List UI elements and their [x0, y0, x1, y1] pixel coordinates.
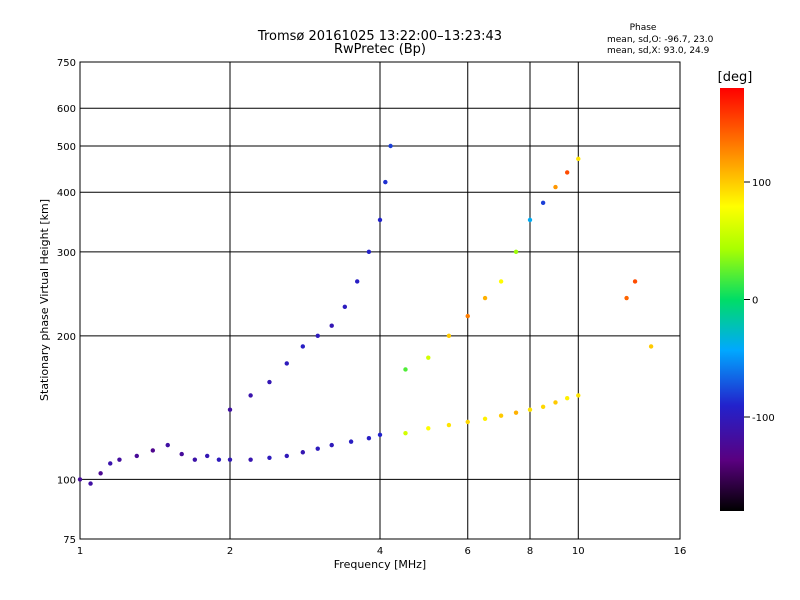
x-tick-label: 10	[572, 546, 585, 557]
data-point	[329, 442, 334, 448]
y-tick-label: 200	[57, 332, 76, 343]
x-tick-label: 16	[674, 546, 687, 557]
y-tick-label: 100	[57, 475, 76, 486]
data-point	[377, 432, 383, 438]
data-point	[88, 481, 93, 486]
data-point	[300, 450, 306, 455]
data-point	[527, 407, 533, 412]
data-point	[134, 453, 139, 459]
data-point	[300, 344, 306, 349]
y-axis-ticks: 75 100 200 300 400 500 600 750	[57, 58, 76, 546]
x-tick-label: 4	[377, 546, 383, 557]
y-tick-label: 600	[57, 104, 76, 115]
data-point	[553, 400, 558, 405]
data-point	[540, 404, 546, 409]
stats-heading: Phase	[630, 23, 657, 33]
data-point	[540, 200, 546, 206]
data-point	[513, 410, 519, 415]
data-point	[426, 426, 431, 431]
stats-x-line: mean, sd,X: 93.0, 24.9	[607, 46, 710, 56]
data-point	[446, 422, 452, 428]
data-point	[482, 416, 488, 421]
data-point	[498, 413, 504, 418]
x-tick-label: 2	[227, 546, 233, 557]
data-point	[267, 455, 272, 460]
y-tick-label: 750	[57, 58, 76, 69]
x-tick-label: 6	[465, 546, 471, 557]
data-point	[329, 323, 334, 328]
x-tick-label: 1	[77, 546, 83, 557]
data-point	[383, 179, 388, 185]
y-tick-label: 500	[57, 142, 76, 153]
grid-lines	[80, 62, 680, 539]
data-point	[576, 393, 581, 398]
data-point	[377, 217, 383, 223]
data-point	[632, 279, 638, 284]
data-point	[315, 333, 320, 339]
data-point	[284, 453, 289, 459]
x-axis-ticks: 1 2 4 6 8 10 16	[77, 546, 687, 557]
colorbar-tick-label: 0	[752, 296, 758, 307]
y-tick-label: 400	[57, 188, 76, 199]
data-point	[192, 457, 198, 462]
data-point	[98, 471, 103, 476]
data-point	[267, 379, 272, 385]
chart-title: Tromsø 20161025 13:22:00–13:23:43	[257, 29, 502, 44]
y-axis-label: Stationary phase Virtual Height [km]	[38, 199, 51, 401]
data-point	[77, 477, 83, 482]
data-point	[624, 295, 629, 301]
data-point	[366, 436, 372, 441]
data-point	[553, 184, 558, 190]
data-point	[248, 393, 253, 398]
data-point	[527, 217, 533, 223]
data-point	[204, 453, 210, 459]
colorbar-tick-label: -100	[752, 413, 775, 424]
data-point	[465, 419, 470, 425]
data-point	[513, 249, 519, 255]
x-axis-label: Frequency [MHz]	[334, 558, 426, 571]
data-point	[348, 439, 354, 444]
data-point	[564, 395, 570, 401]
data-point	[315, 446, 320, 451]
y-tick-label: 300	[57, 248, 76, 259]
colorbar-label: [deg]	[718, 70, 753, 85]
data-point	[576, 156, 581, 162]
data-point	[465, 313, 470, 319]
data-point	[403, 367, 408, 372]
data-point	[446, 333, 452, 339]
data-point	[388, 143, 393, 149]
data-point	[248, 457, 253, 462]
data-point	[179, 451, 184, 457]
data-point	[498, 279, 504, 284]
data-point	[216, 457, 222, 462]
colorbar-tick-label: 100	[752, 178, 771, 189]
y-tick-label: 75	[63, 535, 76, 546]
data-point	[354, 279, 360, 284]
data-point	[342, 304, 348, 310]
x-tick-label: 8	[527, 546, 533, 557]
data-point	[648, 344, 654, 349]
data-point	[150, 448, 156, 453]
data-point	[117, 457, 122, 462]
colorbar-ticks: 100 0 -100	[744, 178, 775, 424]
data-point	[564, 170, 570, 175]
stats-o-line: mean, sd,O: -96.7, 23.0	[607, 35, 714, 45]
chart-subtitle: RwPretec (Bp)	[334, 42, 426, 57]
data-points	[77, 143, 654, 486]
data-point	[366, 249, 372, 255]
data-point	[227, 407, 233, 412]
data-point	[227, 457, 233, 462]
data-point	[165, 442, 170, 448]
data-point	[284, 361, 289, 366]
colorbar	[720, 88, 744, 511]
data-point	[108, 461, 113, 466]
data-point	[426, 355, 431, 360]
data-point	[403, 430, 408, 436]
data-point	[482, 295, 488, 301]
